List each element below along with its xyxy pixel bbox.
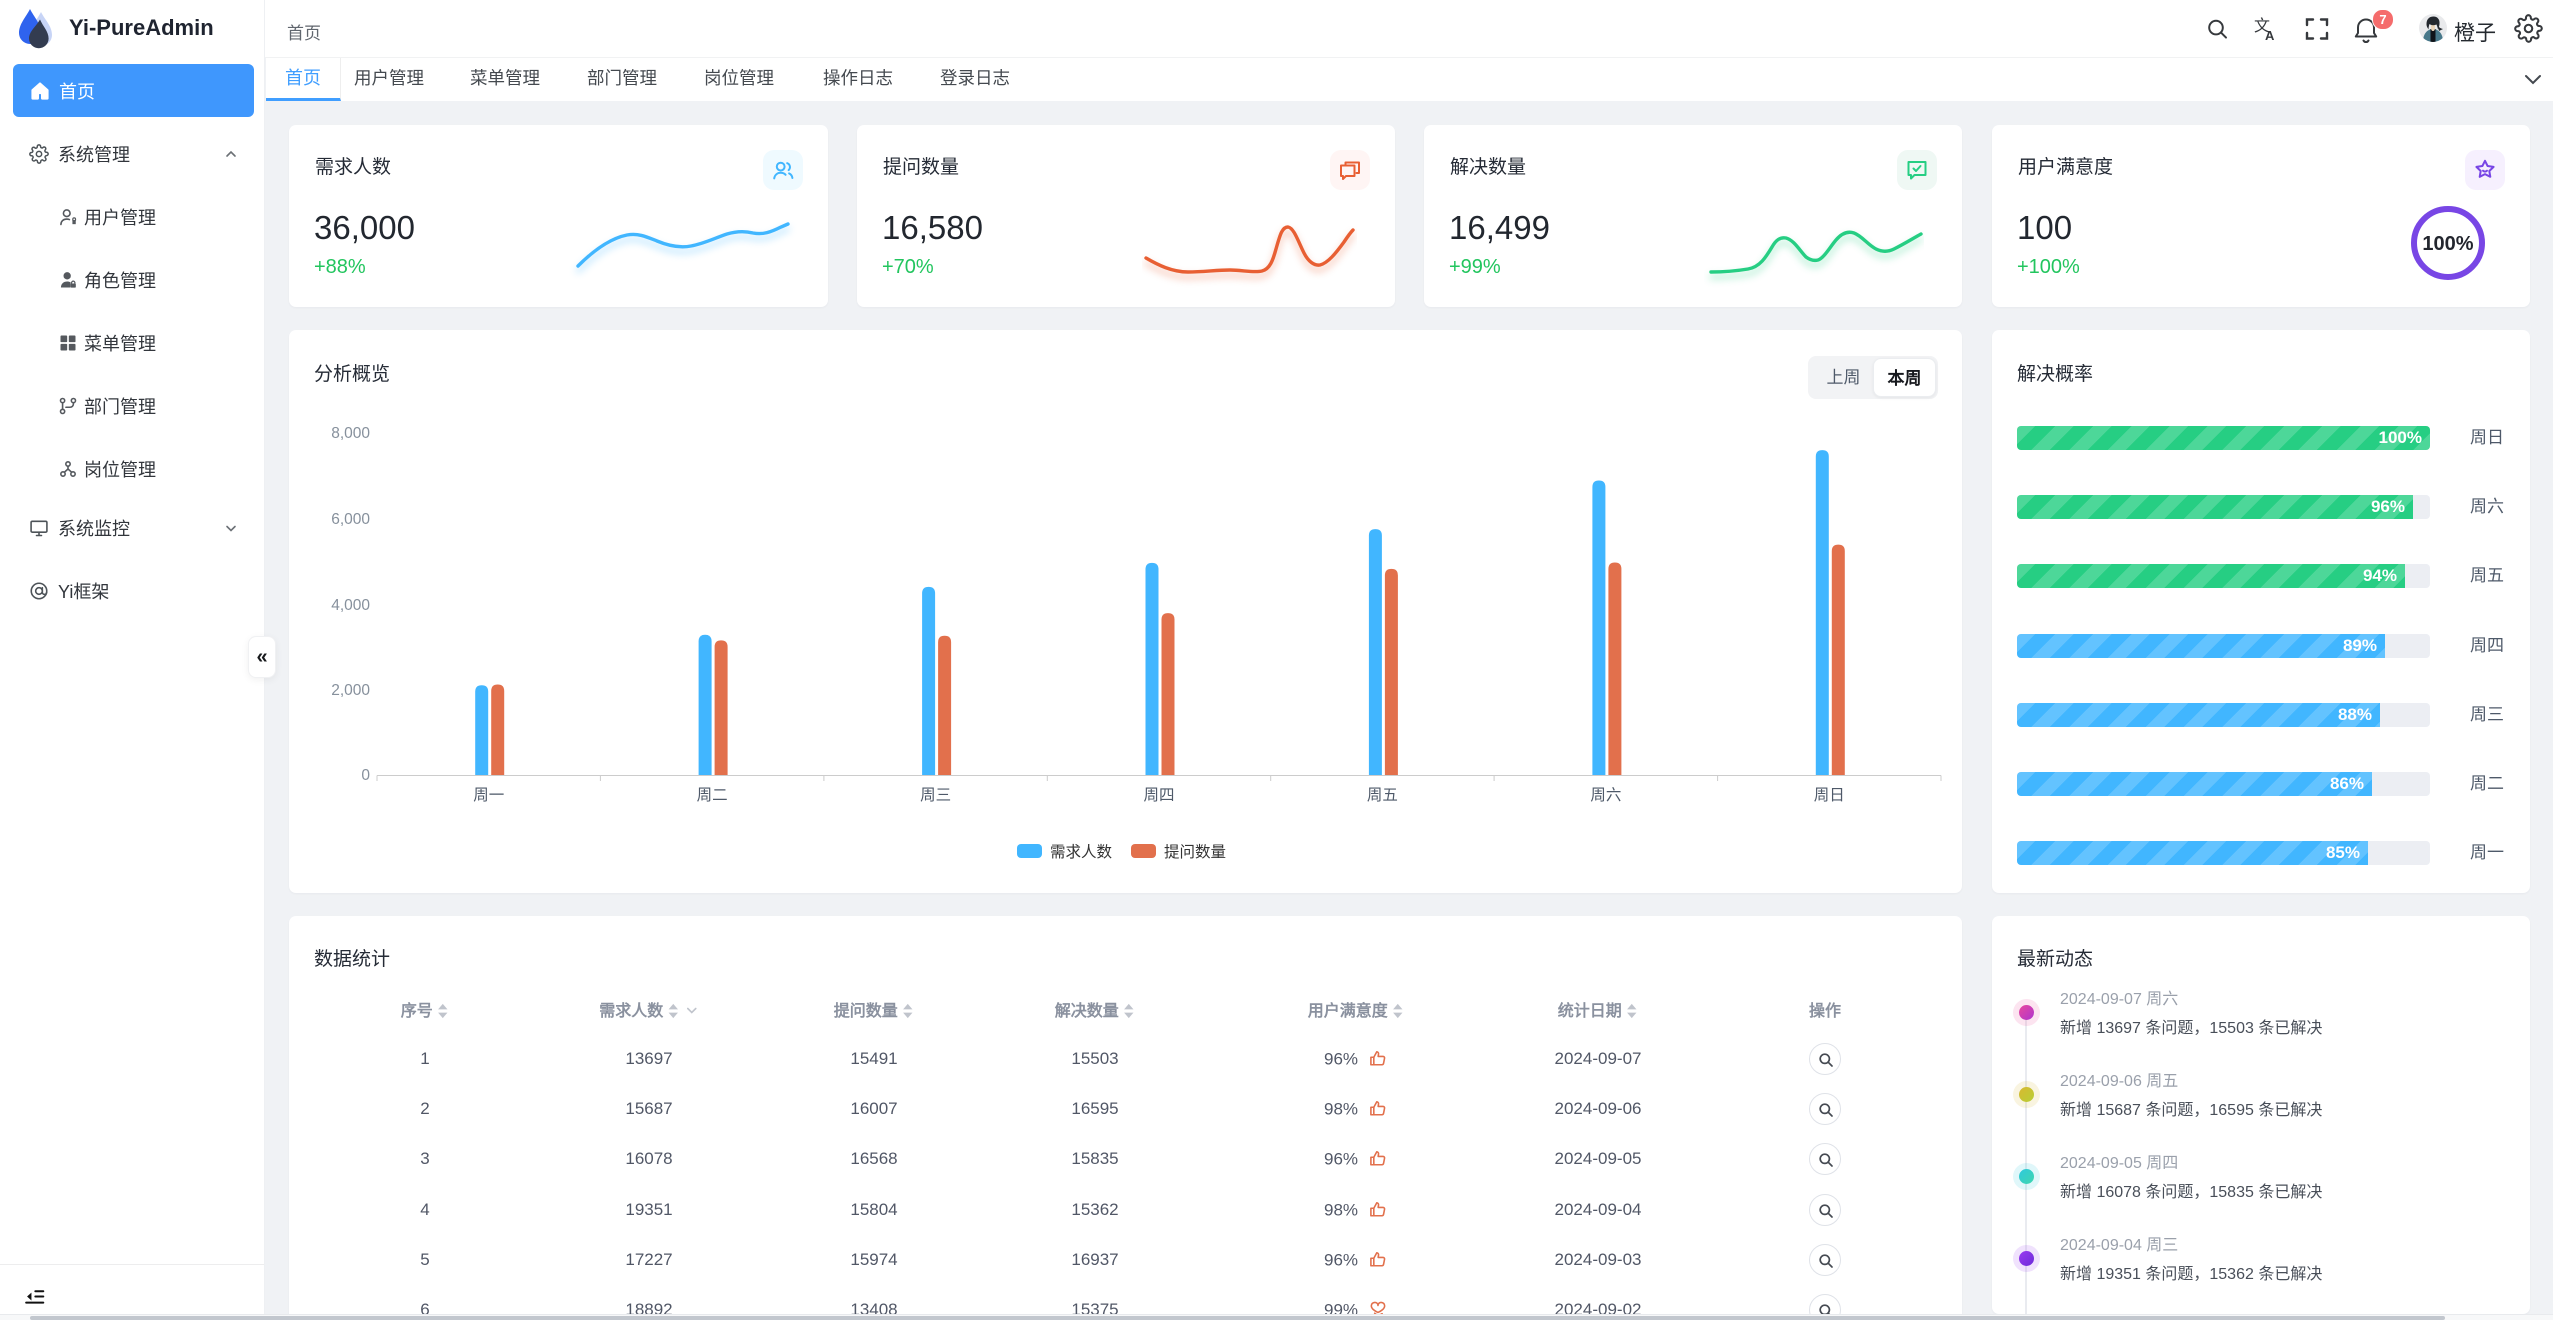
- svg-text:2,000: 2,000: [331, 682, 370, 699]
- svg-text:0: 0: [361, 767, 370, 784]
- svg-text:4,000: 4,000: [331, 597, 370, 614]
- svg-text:100%: 100%: [2422, 233, 2473, 255]
- svg-text:提问数量: 提问数量: [1164, 843, 1226, 861]
- svg-text:周一: 周一: [473, 787, 504, 804]
- svg-text:周四: 周四: [1143, 787, 1174, 804]
- svg-text:需求人数: 需求人数: [1050, 843, 1113, 861]
- svg-text:周六: 周六: [1590, 786, 1621, 804]
- svg-text:文: 文: [2254, 17, 2270, 35]
- svg-text:周三: 周三: [920, 787, 951, 804]
- svg-text:周五: 周五: [1367, 787, 1398, 804]
- svg-text:周日: 周日: [1814, 787, 1845, 804]
- svg-text:周二: 周二: [697, 787, 728, 804]
- svg-text:8,000: 8,000: [331, 425, 370, 442]
- svg-text:A: A: [2265, 28, 2275, 43]
- svg-text:6,000: 6,000: [331, 511, 370, 528]
